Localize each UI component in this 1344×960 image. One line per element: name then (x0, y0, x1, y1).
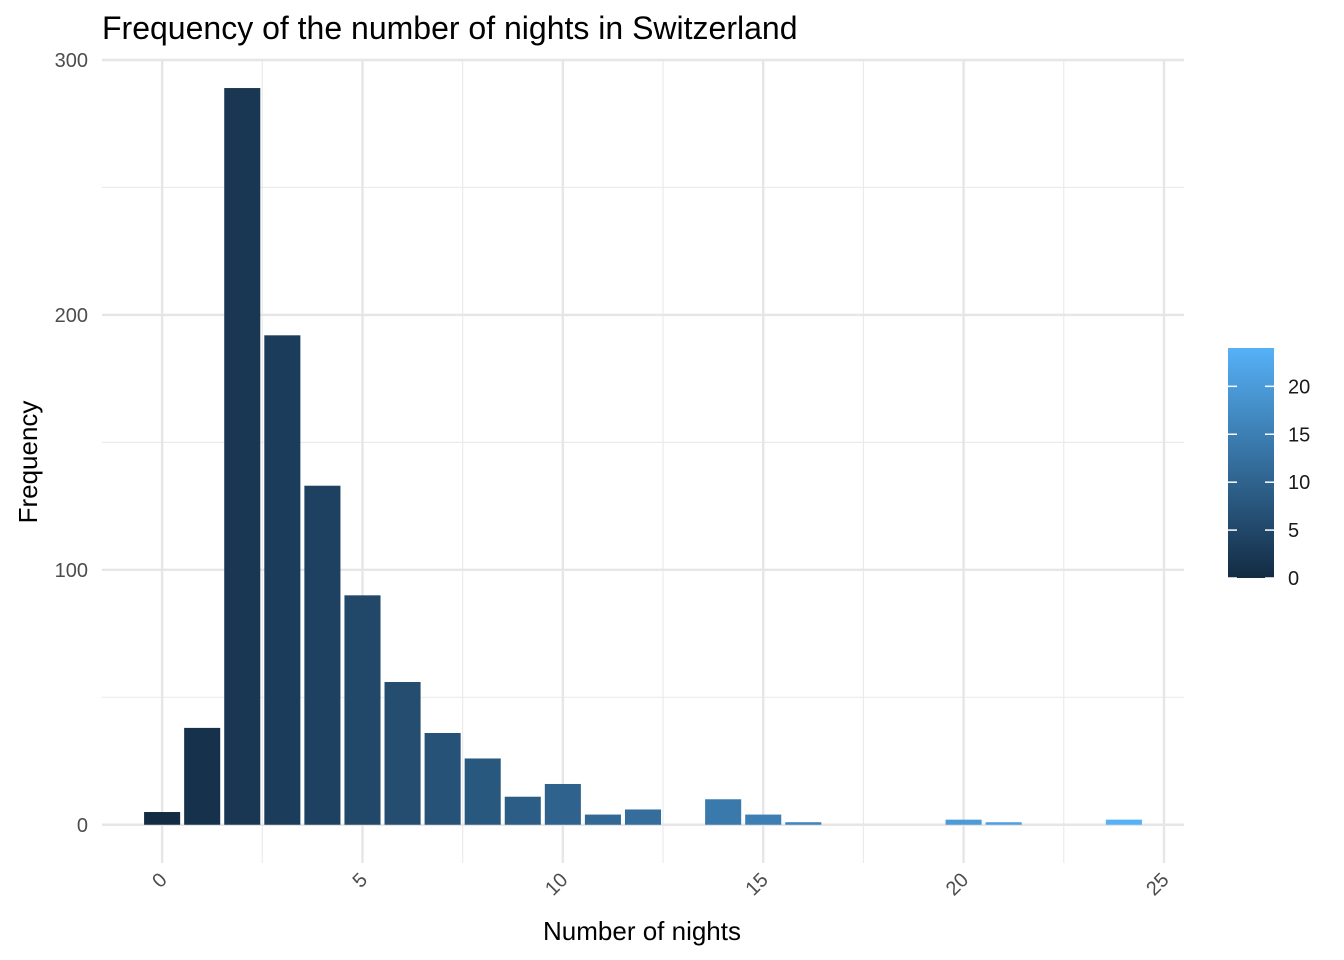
x-tick-label: 5 (349, 869, 372, 892)
legend-tick-label: 10 (1288, 472, 1310, 494)
bars (144, 88, 1142, 825)
bar-5-nights (344, 595, 381, 825)
bar-1-nights (184, 727, 221, 825)
bar-15-nights (745, 814, 782, 825)
legend-tick-label: 5 (1288, 520, 1299, 542)
chart-title: Frequency of the number of nights in Swi… (102, 10, 797, 46)
bar-16-nights (785, 822, 822, 825)
y-tick-label: 0 (77, 815, 88, 837)
bar-6-nights (384, 682, 421, 825)
y-tick-label: 300 (55, 50, 88, 72)
bar-20-nights (945, 819, 982, 825)
legend-ticks: 0 5 10 15 20 (1228, 376, 1310, 590)
legend-colorbar (1228, 348, 1274, 578)
bar-0-nights (144, 812, 181, 825)
bar-12-nights (624, 809, 662, 825)
y-tick-label: 200 (55, 305, 88, 327)
bar-11-nights (584, 814, 621, 825)
legend-tick-label: 20 (1288, 376, 1310, 398)
bar-9-nights (504, 796, 541, 825)
bar-24-nights (1105, 819, 1142, 825)
bar-10-nights (544, 783, 581, 825)
x-axis-ticks: 0 5 10 15 20 25 (148, 869, 1173, 900)
y-tick-label: 100 (55, 560, 88, 582)
y-axis-title: Frequency (13, 401, 43, 524)
bar-8-nights (464, 758, 501, 825)
x-tick-label: 10 (541, 869, 572, 900)
bar-7-nights (424, 732, 461, 825)
bar-4-nights (304, 485, 341, 825)
bar-3-nights (264, 335, 301, 825)
color-legend: 0 5 10 15 20 (1228, 348, 1310, 590)
x-tick-label: 25 (1142, 869, 1173, 900)
x-tick-label: 0 (148, 869, 171, 892)
y-axis-ticks: 0 100 200 300 (55, 50, 88, 837)
x-axis-title: Number of nights (543, 916, 741, 946)
bar-21-nights (985, 822, 1022, 825)
x-tick-label: 20 (942, 869, 973, 900)
legend-tick-label: 0 (1288, 568, 1299, 590)
bar-14-nights (705, 799, 742, 825)
x-tick-label: 15 (741, 869, 772, 900)
bar-2-nights (224, 88, 261, 825)
legend-tick-label: 15 (1288, 424, 1310, 446)
